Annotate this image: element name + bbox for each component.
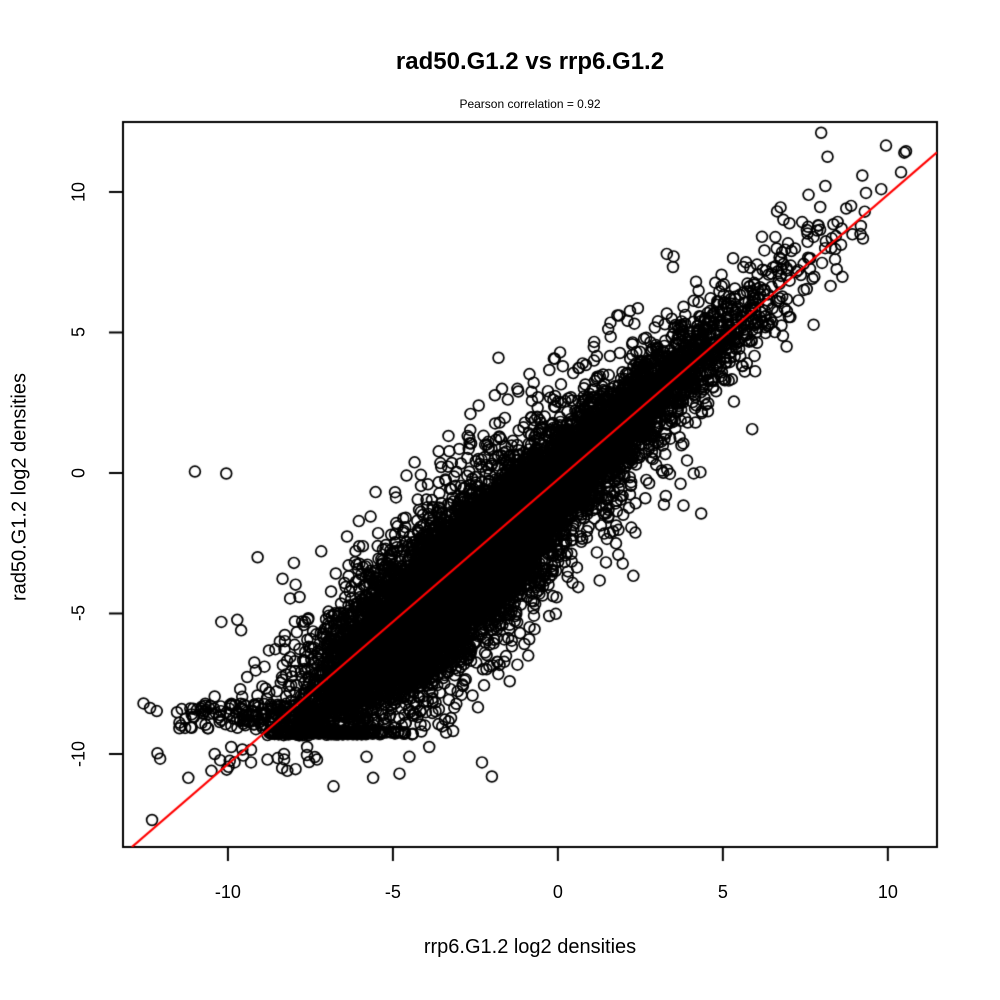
x-tick-label: -10 [214,882,241,902]
chart-subtitle: Pearson correlation = 0.92 [459,97,601,111]
y-tick-label: 10 [68,181,89,202]
y-tick-label: -10 [68,740,89,767]
x-tick-label: 5 [717,882,728,902]
y-tick-label: -5 [68,605,89,622]
x-tick-label: -5 [384,882,401,902]
x-axis-label: rrp6.G1.2 log2 densities [423,936,637,958]
y-axis-label: rad50.G1.2 log2 densities [8,373,31,601]
x-tick-label: 10 [877,882,898,902]
chart-title: rad50.G1.2 vs rrp6.G1.2 [395,48,665,75]
y-tick-label: 0 [68,467,89,478]
y-tick-label: 5 [68,327,89,338]
x-tick-label: 0 [552,882,563,902]
